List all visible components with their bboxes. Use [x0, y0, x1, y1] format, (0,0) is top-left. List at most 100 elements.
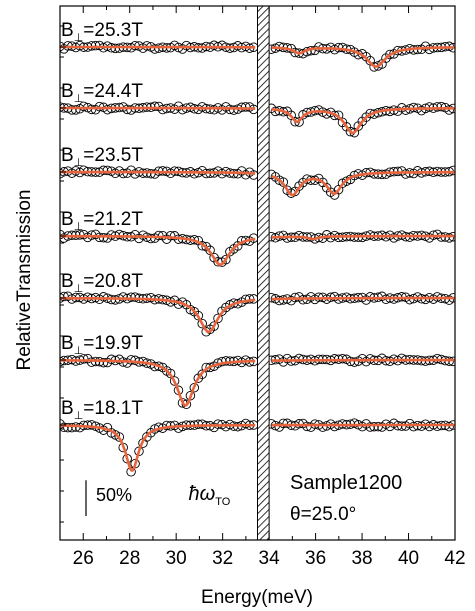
data-point [278, 177, 289, 187]
data-point [197, 241, 207, 251]
trace-1 [60, 101, 455, 138]
data-point [150, 101, 160, 112]
data-point [169, 376, 180, 386]
data-point [448, 165, 455, 176]
data-point [365, 292, 375, 302]
field-labels: B⊥=25.3T B⊥=24.4T B⊥=23.5T B⊥=21.2T B⊥=20.8T… [61, 20, 143, 422]
trace-6 [60, 418, 455, 477]
data-point [110, 43, 121, 54]
fit-curve-2-1 [271, 170, 455, 197]
data-point [400, 169, 411, 179]
data-point [294, 353, 304, 364]
fit-curve-5-0 [60, 359, 256, 407]
data-point [165, 368, 176, 379]
fit-curve-5-1 [271, 358, 455, 362]
field-label-2: B⊥=23.5T [61, 145, 143, 169]
data-point [209, 40, 219, 51]
phonon-symbol: ħω [189, 483, 216, 505]
data-point [365, 422, 375, 432]
data-point [193, 419, 204, 430]
fit-curve-1-1 [271, 107, 455, 135]
data-point [106, 354, 117, 365]
data-point [444, 233, 454, 243]
data-point [126, 292, 136, 302]
field-label-3: B⊥=21.2T [61, 209, 143, 233]
x-tick-label: 42 [444, 548, 465, 569]
data-point [424, 102, 435, 112]
data-point [205, 245, 215, 256]
data-point [408, 421, 419, 432]
data-point [78, 354, 89, 364]
phonon-band [257, 5, 270, 541]
data-point [63, 422, 73, 433]
data-point [274, 295, 285, 306]
data-point [181, 399, 192, 410]
angle-annotation: θ=25.0° [290, 504, 356, 525]
data-point [424, 421, 435, 432]
data-point [189, 169, 200, 179]
x-tick-label: 40 [398, 548, 419, 569]
plot-frame [59, 5, 456, 541]
data-point [233, 421, 243, 432]
traces [60, 40, 455, 477]
data-point [369, 421, 379, 432]
phonon-subscript: TO [215, 496, 231, 508]
x-axis-label: Energy(meV) [201, 587, 313, 608]
data-point [221, 254, 231, 265]
sample-annotation: Sample1200 [290, 472, 402, 494]
field-label-0: B⊥=25.3T [61, 20, 143, 44]
data-point [98, 165, 109, 176]
x-tick-label: 32 [212, 548, 233, 569]
fit-curve-3-0 [60, 234, 256, 266]
field-label-4: B⊥=20.8T [61, 271, 143, 295]
data-point [213, 313, 223, 324]
data-point [154, 230, 164, 241]
data-point [385, 49, 395, 60]
scale-bar: 50% [85, 480, 132, 516]
data-point [154, 361, 164, 371]
fit-curve-0-1 [271, 46, 455, 68]
data-point [130, 292, 140, 302]
data-point [86, 420, 97, 430]
data-point [205, 362, 215, 373]
scale-bar-label: 50% [96, 485, 132, 505]
data-point [98, 357, 109, 368]
fit-curve-4-0 [60, 296, 256, 334]
data-point [329, 354, 340, 364]
data-point [329, 110, 340, 121]
data-point [118, 292, 128, 302]
data-point [71, 105, 81, 115]
data-point [221, 356, 231, 366]
field-label-1: B⊥=24.4T [61, 81, 143, 105]
data-point [60, 422, 69, 433]
data-point [436, 101, 447, 112]
trace-4 [60, 291, 455, 337]
x-tick-label: 38 [351, 548, 372, 569]
fit-curve-3-1 [271, 234, 455, 241]
data-point [197, 318, 207, 329]
trace-2 [60, 165, 455, 200]
field-label-6: B⊥=18.1T [61, 398, 143, 422]
x-axis: 26 28 30 32 34 36 38 40 42 [59, 6, 466, 569]
data-point [444, 105, 454, 115]
x-tick-label: 34 [259, 548, 281, 569]
fit-curve-4-1 [271, 296, 455, 301]
fit-curve-1-0 [60, 106, 256, 110]
data-point [157, 104, 168, 115]
trace-0 [60, 40, 455, 72]
data-point [165, 230, 176, 241]
data-point [118, 168, 128, 179]
data-point [432, 102, 443, 112]
data-point [67, 422, 77, 433]
fit-curve-2-0 [60, 170, 256, 175]
x-tick-label: 26 [73, 548, 94, 569]
x-tick-label: 36 [305, 548, 326, 569]
field-label-5: B⊥=19.9T [61, 333, 143, 357]
data-point [349, 357, 360, 367]
data-point [114, 432, 125, 442]
y-axis-label: RelativeTransmission [14, 190, 35, 371]
data-point [209, 321, 219, 331]
trace-3 [60, 229, 455, 267]
x-tick-label: 30 [166, 548, 187, 569]
